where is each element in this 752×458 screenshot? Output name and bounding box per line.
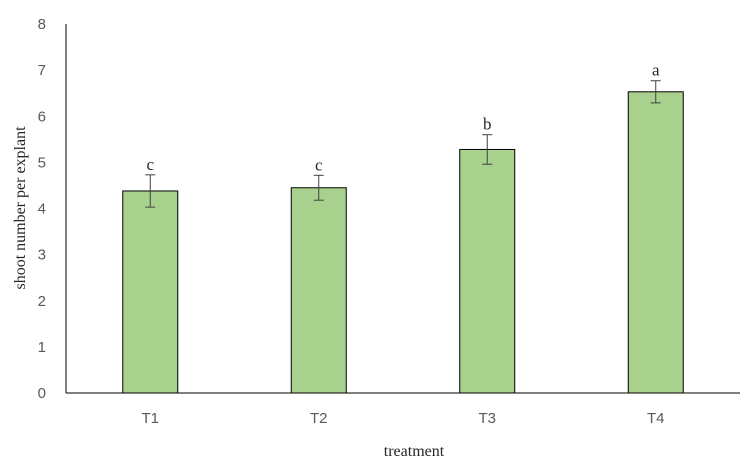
- y-axis-ticks: 0 1 2 3 4 5 6 7 8: [38, 16, 46, 402]
- significance-label: c: [315, 155, 323, 174]
- error-bar-t2: [313, 174, 324, 201]
- error-bars: [145, 80, 661, 208]
- y-tick-label: 1: [38, 339, 46, 356]
- bar-t2: [290, 187, 347, 394]
- y-tick-label: 7: [38, 62, 46, 79]
- bar-t1: [122, 190, 179, 394]
- x-tick-label: T2: [310, 410, 328, 427]
- significance-label: c: [146, 155, 154, 174]
- error-bar-t4: [650, 80, 661, 104]
- y-tick-label: 5: [38, 154, 46, 171]
- x-tick-label: T1: [141, 410, 159, 427]
- x-tick-label: T4: [647, 410, 665, 427]
- significance-label: a: [652, 61, 660, 80]
- bars: [122, 91, 684, 394]
- error-bar-t1: [145, 174, 156, 208]
- y-tick-label: 6: [38, 108, 46, 125]
- significance-label: b: [483, 115, 492, 134]
- significance-labels: c c b a: [146, 61, 660, 175]
- x-axis-ticks: T1 T2 T3 T4: [141, 410, 664, 427]
- bar-t4: [627, 91, 684, 394]
- error-bar-t3: [482, 134, 493, 165]
- x-axis-title: treatment: [384, 443, 445, 458]
- bar-t3: [459, 148, 516, 394]
- y-axis-title: shoot number per explant: [12, 126, 29, 290]
- y-tick-label: 2: [38, 293, 46, 310]
- y-tick-label: 3: [38, 247, 46, 264]
- y-tick-label: 8: [38, 16, 46, 33]
- y-tick-label: 4: [38, 201, 46, 218]
- x-tick-label: T3: [478, 410, 496, 427]
- y-tick-label: 0: [38, 385, 46, 402]
